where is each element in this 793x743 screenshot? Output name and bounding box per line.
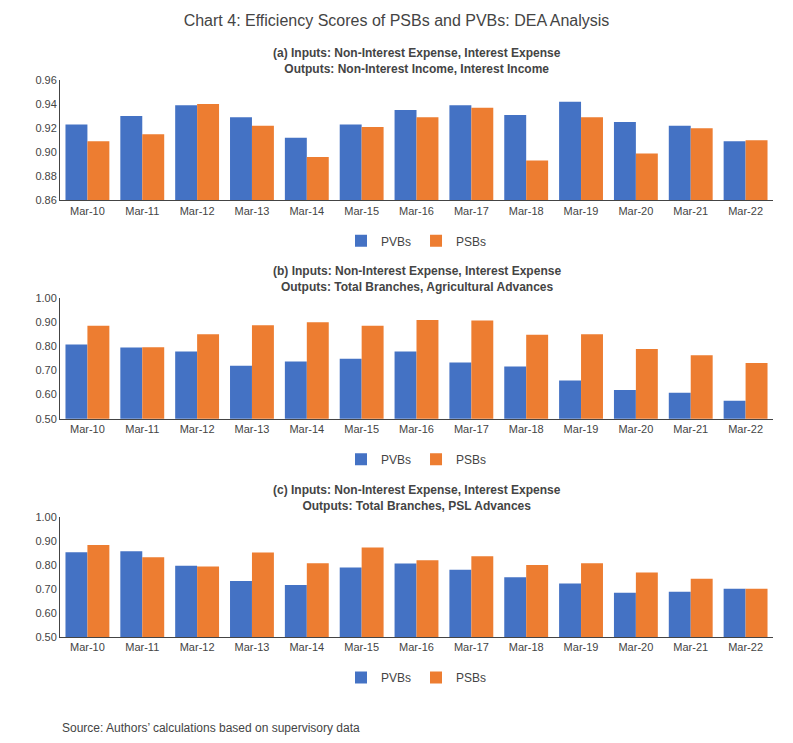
svg-text:Mar-22: Mar-22 [728,205,763,217]
svg-text:0.88: 0.88 [35,170,56,182]
svg-text:Mar-21: Mar-21 [673,205,708,217]
svg-text:0.90: 0.90 [35,146,56,158]
svg-text:0.80: 0.80 [35,559,56,571]
svg-text:Mar-17: Mar-17 [454,423,489,435]
svg-text:0.70: 0.70 [35,364,56,376]
svg-text:Mar-20: Mar-20 [618,205,653,217]
svg-text:Mar-21: Mar-21 [673,641,708,653]
svg-text:Mar-19: Mar-19 [564,423,599,435]
svg-text:(c) Inputs: Non-Interest Expen: (c) Inputs: Non-Interest Expense, Intere… [273,483,561,513]
svg-text:PSBs: PSBs [456,671,486,685]
svg-text:PVBs: PVBs [381,453,411,467]
svg-text:Mar-14: Mar-14 [289,205,324,217]
svg-text:PSBs: PSBs [456,453,486,467]
svg-text:Mar-18: Mar-18 [509,423,544,435]
svg-text:Mar-22: Mar-22 [728,423,763,435]
svg-text:0.86: 0.86 [35,194,56,206]
svg-text:Mar-11: Mar-11 [125,423,159,435]
svg-text:Source: Authors’ calculations: Source: Authors’ calculations based on s… [62,721,360,735]
svg-text:Mar-10: Mar-10 [70,205,105,217]
svg-text:0.90: 0.90 [35,316,56,328]
svg-text:0.94: 0.94 [35,98,56,110]
svg-text:Mar-13: Mar-13 [235,205,270,217]
svg-text:0.92: 0.92 [35,122,56,134]
svg-text:Mar-16: Mar-16 [399,423,434,435]
svg-text:0.70: 0.70 [35,583,56,595]
svg-text:Mar-17: Mar-17 [454,641,489,653]
svg-text:0.90: 0.90 [35,535,56,547]
svg-text:Mar-16: Mar-16 [399,205,434,217]
svg-text:Mar-20: Mar-20 [618,641,653,653]
svg-text:Mar-15: Mar-15 [344,205,379,217]
svg-text:Mar-12: Mar-12 [180,641,215,653]
svg-text:Mar-19: Mar-19 [564,641,599,653]
svg-text:Mar-19: Mar-19 [564,205,599,217]
svg-text:Mar-14: Mar-14 [289,423,324,435]
svg-text:Mar-12: Mar-12 [180,205,215,217]
svg-text:Mar-15: Mar-15 [344,641,379,653]
svg-text:PVBs: PVBs [381,671,411,685]
svg-text:Mar-12: Mar-12 [180,423,215,435]
svg-text:Mar-13: Mar-13 [235,641,270,653]
svg-text:Mar-20: Mar-20 [618,423,653,435]
svg-text:1.00: 1.00 [35,292,56,304]
svg-text:Mar-21: Mar-21 [673,423,708,435]
svg-text:Mar-22: Mar-22 [728,641,763,653]
svg-text:PSBs: PSBs [456,235,486,249]
svg-text:Mar-10: Mar-10 [70,641,105,653]
svg-text:Mar-11: Mar-11 [125,205,159,217]
svg-text:Mar-18: Mar-18 [509,641,544,653]
svg-text:0.80: 0.80 [35,340,56,352]
svg-text:0.60: 0.60 [35,607,56,619]
svg-text:Mar-18: Mar-18 [509,205,544,217]
svg-text:PVBs: PVBs [381,235,411,249]
svg-text:Mar-17: Mar-17 [454,205,489,217]
svg-text:(a) Inputs: Non-Interest Expen: (a) Inputs: Non-Interest Expense, Intere… [273,46,561,76]
svg-text:0.50: 0.50 [35,631,56,643]
svg-text:1.00: 1.00 [35,511,56,523]
svg-text:0.60: 0.60 [35,388,56,400]
svg-text:Mar-10: Mar-10 [70,423,105,435]
svg-text:(b) Inputs: Non-Interest Expen: (b) Inputs: Non-Interest Expense, Intere… [273,264,561,294]
svg-text:Mar-13: Mar-13 [235,423,270,435]
svg-text:0.50: 0.50 [35,413,56,425]
svg-text:Mar-11: Mar-11 [125,641,159,653]
svg-text:Mar-15: Mar-15 [344,423,379,435]
svg-text:0.96: 0.96 [35,74,56,86]
svg-text:Mar-14: Mar-14 [289,641,324,653]
svg-text:Mar-16: Mar-16 [399,641,434,653]
svg-text:Chart 4: Efficiency Scores of: Chart 4: Efficiency Scores of PSBs and P… [184,12,610,29]
